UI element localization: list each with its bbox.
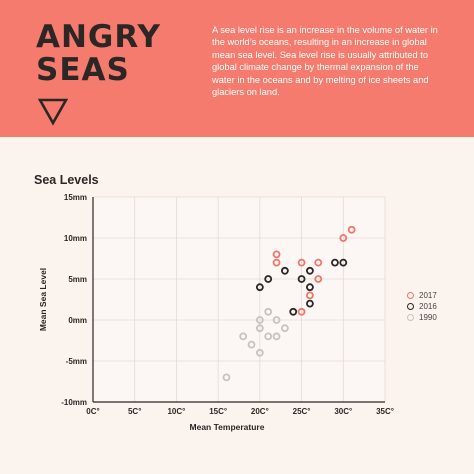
y-axis-title: Mean Sea Level [38, 268, 48, 331]
data-point-2016 [331, 258, 339, 267]
x-tick-label: 15C° [209, 407, 227, 416]
header-description: A sea level rise is an increase in the v… [212, 25, 438, 98]
data-point-1990 [280, 324, 289, 333]
data-point-1990 [264, 332, 273, 341]
y-tick-label: 10mm [64, 234, 87, 243]
legend-swatch-2016 [407, 303, 414, 310]
legend-label: 1990 [419, 313, 437, 322]
legend-swatch-1990 [407, 314, 414, 321]
data-point-2017 [314, 258, 323, 267]
data-point-2017 [272, 250, 281, 259]
legend-item-2016: 2016 [407, 301, 437, 312]
header-banner: ANGRY SEAS A sea level rise is an increa… [0, 0, 474, 137]
data-point-2016 [306, 266, 314, 275]
data-point-2016 [255, 283, 264, 292]
x-tick-label: 35C° [376, 407, 394, 416]
data-point-2017 [347, 225, 356, 234]
y-tick-label: -5mm [66, 357, 87, 366]
chart-legend: 2017 2016 1990 [407, 290, 437, 323]
brand-title: ANGRY SEAS [36, 22, 161, 86]
down-triangle-icon [38, 98, 68, 126]
legend-swatch-2017 [407, 292, 414, 299]
data-point-1990 [264, 307, 273, 316]
legend-label: 2017 [419, 291, 437, 300]
x-tick-label: 10C° [167, 407, 185, 416]
data-point-2016 [280, 266, 289, 275]
data-point-2016 [297, 275, 306, 283]
data-point-1990 [255, 348, 264, 357]
data-point-2017 [272, 258, 281, 267]
data-point-2016 [306, 283, 314, 292]
legend-item-1990: 1990 [407, 312, 437, 323]
x-tick-label: 25C° [293, 407, 311, 416]
data-point-2017 [339, 234, 348, 242]
data-point-2017 [306, 291, 314, 300]
legend-item-2017: 2017 [407, 290, 437, 301]
data-point-2016 [289, 307, 298, 316]
data-point-2016 [306, 299, 314, 308]
plot-area [93, 197, 385, 402]
data-point-2016 [264, 275, 273, 283]
brand-title-line-2: SEAS [36, 52, 130, 88]
x-axis-title: Mean Temperature [190, 422, 265, 432]
x-tick-label: 20C° [251, 407, 269, 416]
data-point-1990 [239, 332, 248, 341]
y-tick-label: 15mm [64, 193, 87, 202]
data-point-1990 [247, 340, 256, 349]
y-tick-label: 5mm [68, 275, 87, 284]
chart-title: Sea Levels [34, 173, 99, 187]
data-point-2017 [297, 307, 306, 316]
x-tick-label: 5C° [128, 407, 141, 416]
data-point-1990 [255, 316, 264, 324]
data-point-2017 [314, 275, 323, 283]
data-point-1990 [272, 332, 281, 341]
data-point-2017 [297, 258, 306, 267]
x-tick-label: 0C° [86, 407, 99, 416]
y-tick-label: 0mm [68, 316, 87, 325]
data-point-1990 [272, 316, 281, 324]
data-point-1990 [222, 373, 231, 382]
y-tick-label: -10mm [61, 398, 87, 407]
data-point-1990 [255, 324, 264, 333]
legend-label: 2016 [419, 302, 437, 311]
data-point-2016 [339, 258, 348, 267]
x-tick-label: 30C° [334, 407, 352, 416]
brand-title-line-1: ANGRY [36, 19, 162, 55]
